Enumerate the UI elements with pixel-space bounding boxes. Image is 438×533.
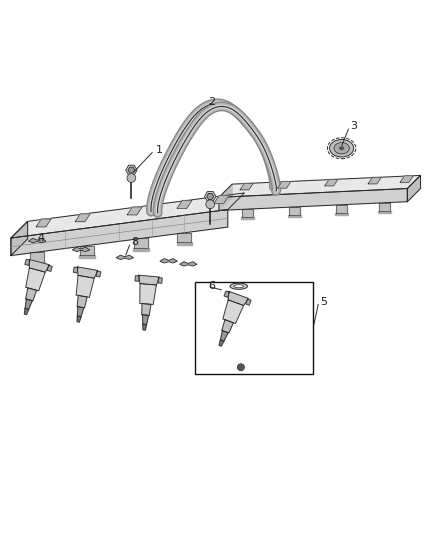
Text: 6: 6 <box>208 281 215 291</box>
Polygon shape <box>28 238 46 243</box>
Polygon shape <box>240 217 254 219</box>
Ellipse shape <box>329 140 354 157</box>
Polygon shape <box>72 247 90 252</box>
Polygon shape <box>26 288 36 301</box>
Polygon shape <box>11 193 244 238</box>
Text: 4: 4 <box>37 233 44 243</box>
Polygon shape <box>368 177 381 184</box>
Polygon shape <box>228 292 248 305</box>
Polygon shape <box>36 219 51 227</box>
Polygon shape <box>289 207 300 215</box>
Text: 8: 8 <box>131 237 138 247</box>
Polygon shape <box>219 340 224 346</box>
Polygon shape <box>80 246 94 255</box>
Polygon shape <box>224 291 230 297</box>
Polygon shape <box>220 330 228 341</box>
Ellipse shape <box>339 146 344 150</box>
Polygon shape <box>219 189 407 211</box>
Polygon shape <box>25 260 30 265</box>
Polygon shape <box>242 209 253 217</box>
Polygon shape <box>135 276 139 281</box>
Polygon shape <box>400 176 413 182</box>
Polygon shape <box>47 265 52 271</box>
Ellipse shape <box>234 285 244 288</box>
Polygon shape <box>25 309 29 314</box>
Polygon shape <box>26 268 45 291</box>
Circle shape <box>127 174 136 182</box>
Polygon shape <box>160 259 177 263</box>
Polygon shape <box>78 306 84 317</box>
Polygon shape <box>177 243 192 245</box>
Polygon shape <box>29 260 49 272</box>
Polygon shape <box>134 238 148 248</box>
Polygon shape <box>177 200 192 208</box>
Polygon shape <box>96 271 101 277</box>
Polygon shape <box>11 209 228 255</box>
Polygon shape <box>379 203 390 211</box>
Polygon shape <box>11 221 28 255</box>
Polygon shape <box>223 300 244 324</box>
Polygon shape <box>78 267 98 278</box>
Polygon shape <box>76 276 94 297</box>
Bar <box>195 282 313 374</box>
Polygon shape <box>29 262 45 264</box>
Polygon shape <box>116 255 134 260</box>
Text: 5: 5 <box>320 296 327 306</box>
Polygon shape <box>77 295 87 308</box>
Circle shape <box>206 200 215 209</box>
Polygon shape <box>335 213 348 215</box>
Polygon shape <box>180 262 197 266</box>
Polygon shape <box>142 304 151 316</box>
Polygon shape <box>240 183 253 190</box>
Polygon shape <box>138 275 159 285</box>
Polygon shape <box>246 299 251 305</box>
Polygon shape <box>214 196 229 204</box>
Polygon shape <box>288 215 301 217</box>
Polygon shape <box>140 284 156 304</box>
Polygon shape <box>219 184 232 211</box>
Circle shape <box>237 364 244 371</box>
Polygon shape <box>25 299 32 309</box>
Polygon shape <box>325 179 338 186</box>
Polygon shape <box>142 315 148 325</box>
Polygon shape <box>74 267 78 273</box>
Polygon shape <box>77 316 81 322</box>
Text: 1: 1 <box>155 146 162 156</box>
Polygon shape <box>278 182 291 188</box>
Polygon shape <box>177 233 191 243</box>
Polygon shape <box>79 255 95 258</box>
Polygon shape <box>127 207 142 215</box>
Polygon shape <box>407 175 420 201</box>
Text: 2: 2 <box>208 97 215 107</box>
Polygon shape <box>133 248 149 251</box>
Ellipse shape <box>334 142 350 154</box>
Polygon shape <box>143 324 147 330</box>
Polygon shape <box>30 252 44 262</box>
Polygon shape <box>158 278 162 283</box>
Polygon shape <box>75 214 90 222</box>
Polygon shape <box>222 320 233 333</box>
Text: 3: 3 <box>350 122 357 131</box>
Polygon shape <box>336 205 347 213</box>
Polygon shape <box>219 175 420 197</box>
Polygon shape <box>378 211 391 213</box>
Ellipse shape <box>230 283 247 289</box>
